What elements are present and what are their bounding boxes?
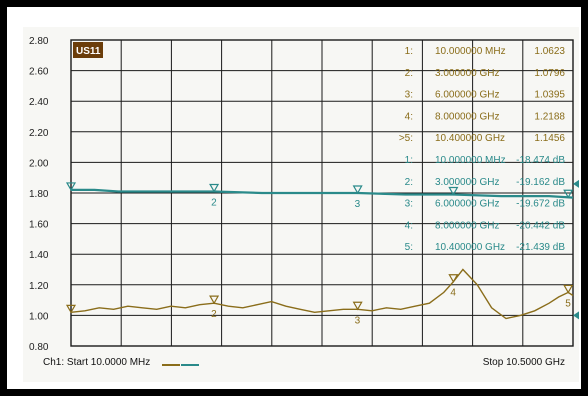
marker-readout-row-s21: 3: 6.000000 GHz -19.672 dB: [405, 199, 566, 210]
marker-flag-s11: [563, 284, 574, 294]
marker-flag-s11: [209, 295, 220, 305]
marker-readout-frequency: 8.000000 GHz: [435, 220, 500, 231]
marker-readout-frequency: 3.000000 GHz: [435, 177, 500, 188]
marker-number-label: 2: [211, 197, 217, 208]
trace-badge-label: US11: [76, 46, 101, 57]
marker-readout-row-s11: 4: 8.000000 GHz 1.2188: [405, 111, 566, 122]
marker-readout-row-s21: 2: 3.000000 GHz -19.162 dB: [405, 177, 566, 188]
y-tick-label: 2.40: [29, 97, 49, 108]
marker-readout-value: 1.0623: [534, 46, 565, 57]
marker-readout-number: 1:: [405, 155, 413, 166]
marker-readout-row-s11: 3: 6.000000 GHz 1.0395: [405, 90, 566, 101]
marker-readout-value: -20.442 dB: [516, 220, 565, 231]
marker-readout-value: -19.672 dB: [516, 199, 565, 210]
start-frequency-label: Ch1: Start 10.0000 MHz: [43, 357, 151, 368]
y-tick-label: 1.40: [29, 250, 49, 261]
marker-readout-value: -21.439 dB: [516, 242, 565, 253]
marker-readout-frequency: 6.000000 GHz: [435, 90, 500, 101]
legend-s11-swatch: [162, 364, 180, 366]
marker-readout-frequency: 6.000000 GHz: [435, 199, 500, 210]
reference-level-arrow: [573, 179, 579, 188]
marker-flag-s21: [352, 185, 363, 195]
marker-flag-s21: [448, 186, 459, 196]
s-parameter-chart: 2.80 2.60 2.40 2.20 2.00 1.80 1.60 1.40 1.20 1.00…: [29, 36, 579, 353]
marker-readout-value: -18.474 dB: [516, 155, 565, 166]
marker-readout-number: 3:: [405, 199, 413, 210]
marker-flag-s11: [65, 304, 77, 314]
marker-readout-frequency: 10.400000 GHz: [435, 242, 505, 253]
marker-flag-s11: [352, 301, 363, 311]
marker-readout-number: 3:: [405, 90, 413, 101]
marker-readout-value: 1.0796: [534, 68, 565, 79]
trace-s11: [70, 268, 574, 320]
trace-s21: [71, 188, 574, 199]
marker-readout-number: 1:: [405, 46, 413, 57]
marker-readout-row-s11: 1: 10.000000 MHz 1.0623: [405, 46, 566, 57]
stop-frequency-label: Stop 10.5000 GHz: [482, 357, 565, 368]
marker-flag-s21: [209, 183, 220, 193]
marker-readout-row-s21: 5: 10.400000 GHz -21.439 dB: [405, 242, 566, 253]
y-tick-label: 0.80: [29, 342, 49, 353]
marker-readout-frequency: 3.000000 GHz: [435, 68, 500, 79]
marker-readout-row-s11: 2: 3.000000 GHz 1.0796: [405, 68, 566, 79]
y-tick-label: 1.60: [29, 220, 49, 231]
marker-number-label: 5: [565, 298, 571, 309]
marker-readout-frequency: 8.000000 GHz: [435, 111, 500, 122]
marker-flag-s21: [65, 182, 77, 192]
marker-number-label: 4: [450, 288, 456, 299]
y-tick-label: 1.80: [29, 189, 49, 200]
y-tick-label: 2.80: [29, 36, 49, 47]
y-tick-label: 2.60: [29, 67, 49, 78]
legend-s21-swatch: [181, 364, 199, 366]
marker-number-label: 3: [355, 199, 361, 210]
marker-readout-frequency: 10.000000 MHz: [435, 46, 506, 57]
marker-readout-row-s21: 4: 8.000000 GHz -20.442 dB: [405, 220, 566, 231]
marker-readout-value: 1.0395: [534, 90, 565, 101]
marker-readout-row-s11: >5: 10.400000 GHz 1.1456: [399, 133, 566, 144]
y-tick-label: 2.00: [29, 158, 49, 169]
y-tick-label: 1.00: [29, 311, 49, 322]
marker-readout-value: -19.162 dB: [516, 177, 565, 188]
y-tick-label: 2.20: [29, 128, 49, 139]
marker-readout-number: 4:: [405, 111, 413, 122]
marker-readout-frequency: 10.400000 GHz: [435, 133, 505, 144]
marker-readout-row-s21: 1: 10.000000 MHz -18.474 dB: [405, 155, 566, 166]
marker-readout-frequency: 10.000000 MHz: [435, 155, 506, 166]
marker-number-label: 3: [355, 315, 361, 326]
marker-flag-s21: [563, 189, 574, 199]
marker-readout-value: 1.2188: [534, 111, 565, 122]
reference-level-arrow: [573, 311, 579, 320]
marker-readout-number: 2:: [405, 68, 413, 79]
marker-readout-number: 4:: [405, 220, 413, 231]
marker-readout-number: >5:: [399, 133, 413, 144]
marker-flag-s11: [448, 274, 459, 283]
marker-number-label: 2: [211, 309, 217, 320]
vna-screen: 2.80 2.60 2.40 2.20 2.00 1.80 1.60 1.40 1.20 1.00…: [23, 27, 579, 382]
trace-badge: [73, 42, 103, 58]
marker-readout-value: 1.1456: [534, 133, 565, 144]
y-tick-label: 1.20: [29, 281, 49, 292]
marker-readout-number: 5:: [405, 242, 413, 253]
marker-readout-number: 2:: [405, 177, 413, 188]
